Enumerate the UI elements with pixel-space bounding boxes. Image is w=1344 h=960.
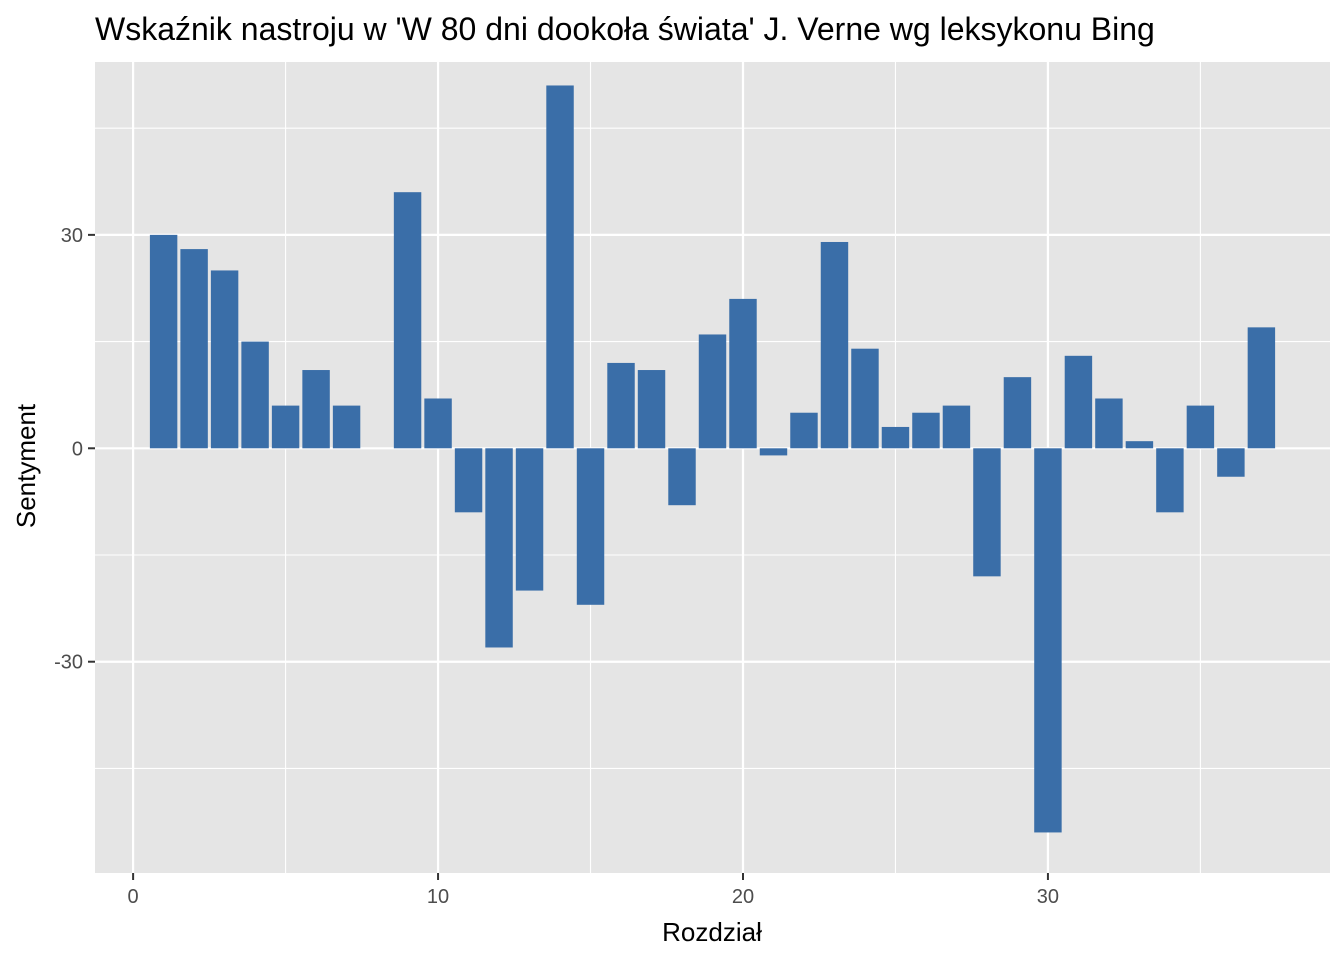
bar-chapter-22 [790, 412, 818, 449]
bar-chapter-14 [546, 85, 574, 449]
bar-chapter-21 [759, 448, 788, 456]
bar-chapter-18 [668, 448, 696, 506]
bar-chapter-12 [485, 448, 513, 648]
bar-chapter-17 [637, 370, 666, 449]
y-tick-label: -30 [54, 652, 83, 674]
x-tick-label: 0 [128, 886, 139, 908]
bar-chapter-19 [698, 334, 727, 449]
bar-chapter-16 [607, 362, 635, 449]
bar-chapter-29 [1003, 377, 1032, 449]
x-tick-label: 20 [732, 886, 754, 908]
y-axis-title: Sentyment [11, 403, 41, 528]
bar-chapter-31 [1064, 355, 1093, 449]
plot-panel [95, 62, 1330, 873]
bar-chapter-25 [881, 426, 910, 449]
x-axis: 0 10 20 30 [128, 873, 1059, 908]
y-axis: -30 0 30 [54, 225, 95, 674]
bar-chapter-27 [942, 405, 971, 449]
bar-chapter-36 [1217, 448, 1245, 477]
bar-chapter-1 [149, 234, 178, 449]
bar-chapter-20 [729, 298, 757, 449]
bar-chapter-4 [241, 341, 269, 449]
bars [149, 85, 1276, 833]
bar-chapter-32 [1095, 398, 1123, 449]
chart-title: Wskaźnik nastroju w 'W 80 dni dookoła św… [95, 11, 1155, 47]
bar-chapter-11 [454, 448, 483, 513]
bar-chapter-7 [332, 405, 361, 449]
bar-chapter-15 [576, 448, 605, 605]
x-axis-title: Rozdział [662, 917, 762, 947]
bar-chapter-24 [851, 348, 879, 449]
bar-chapter-23 [820, 241, 849, 449]
bar-chapter-35 [1186, 405, 1215, 449]
y-tick-label: 0 [72, 438, 83, 460]
y-tick-label: 30 [61, 225, 83, 247]
bar-chapter-30 [1034, 448, 1062, 833]
x-tick-label: 10 [427, 886, 449, 908]
bar-chapter-2 [180, 249, 208, 449]
bar-chapter-13 [515, 448, 544, 591]
bar-chapter-9 [393, 192, 422, 449]
bar-chapter-5 [271, 405, 300, 449]
bar-chapter-26 [912, 412, 940, 449]
x-tick-label: 30 [1037, 886, 1059, 908]
grid-major [95, 62, 1330, 873]
bar-chapter-10 [424, 398, 452, 449]
bar-chapter-37 [1247, 327, 1276, 449]
bar-chapter-3 [210, 270, 239, 449]
bar-chapter-34 [1156, 448, 1184, 513]
bar-chapter-6 [302, 370, 330, 449]
bar-chapter-33 [1125, 441, 1154, 449]
bar-chapter-28 [973, 448, 1001, 577]
